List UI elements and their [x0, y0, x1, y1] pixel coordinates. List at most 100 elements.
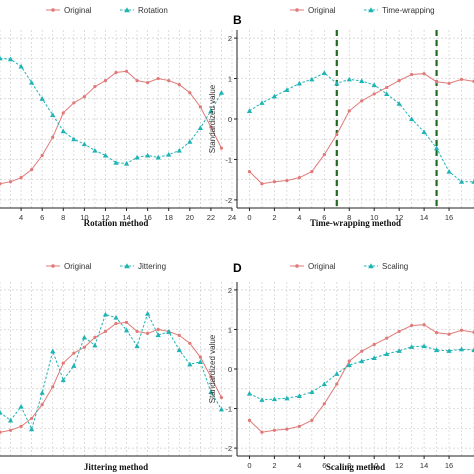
data-point [146, 331, 150, 336]
panel-letter: D [233, 261, 242, 275]
legend-marker [51, 8, 55, 12]
legend-marker [295, 264, 299, 268]
y-tick-label: 0 [228, 115, 232, 124]
data-point [218, 90, 225, 95]
data-point [471, 179, 474, 184]
legend-label: Original [308, 6, 336, 15]
legend: Original Jittering [46, 262, 166, 271]
data-point [0, 182, 2, 186]
data-point [114, 70, 118, 75]
data-point [322, 402, 326, 406]
data-point [166, 329, 172, 334]
data-point [208, 389, 214, 395]
x-tick-label: 4 [297, 213, 301, 222]
data-point [81, 334, 87, 340]
data-point [321, 70, 327, 75]
data-point [135, 78, 139, 83]
data-point [409, 344, 415, 349]
data-point [145, 152, 151, 158]
series-line-jittering [0, 312, 222, 431]
data-point [103, 78, 108, 83]
data-point [40, 153, 44, 158]
legend-marker [124, 7, 130, 13]
legend-label: Scaling [382, 262, 408, 271]
data-point [92, 147, 98, 153]
data-point [309, 389, 315, 395]
legend-marker [51, 264, 55, 268]
data-point [156, 76, 160, 81]
y-tick-label: -2 [225, 196, 232, 205]
data-point [260, 182, 264, 186]
y-tick-label: -2 [225, 444, 232, 453]
x-tick-label: 16 [143, 213, 151, 222]
data-point [0, 430, 2, 434]
data-point [384, 91, 390, 96]
data-point [310, 418, 314, 423]
data-point [0, 409, 3, 415]
legend-marker [124, 263, 130, 269]
data-point [50, 112, 56, 118]
x-tick-label: 8 [347, 213, 351, 222]
data-point [321, 381, 327, 387]
data-point [61, 111, 65, 115]
legend: Original Scaling [290, 262, 408, 271]
y-tick-label: 1 [228, 325, 232, 334]
data-point [359, 358, 365, 364]
data-point [372, 92, 376, 96]
data-point [29, 79, 35, 85]
data-point [447, 332, 451, 336]
data-point [209, 125, 213, 129]
data-point [155, 332, 161, 338]
x-tick-label: 4 [19, 213, 23, 222]
y-tick-label: -1 [225, 405, 232, 414]
x-axis-title: Time-wrapping method [310, 218, 401, 228]
data-point [19, 424, 23, 428]
data-point [334, 80, 340, 86]
x-tick-label: 16 [445, 461, 453, 470]
data-point [198, 355, 202, 359]
data-point [259, 397, 265, 402]
data-point [113, 160, 119, 165]
data-point [397, 329, 401, 334]
grid [236, 30, 474, 208]
data-point [176, 347, 182, 353]
series-line-original [0, 321, 222, 433]
data-point [30, 416, 34, 421]
data-point [421, 343, 427, 349]
data-point [397, 78, 401, 83]
x-tick-label: 18 [165, 213, 173, 222]
y-axis-title: Standardized value [208, 334, 217, 403]
data-point [346, 362, 352, 368]
legend: Original Rotation [46, 6, 168, 15]
data-point [335, 382, 339, 386]
data-point [396, 348, 402, 353]
data-point [197, 125, 203, 130]
data-point [219, 395, 224, 400]
data-point [360, 99, 364, 103]
x-axis-title: Scaling method [326, 462, 385, 472]
data-point [458, 346, 465, 352]
data-point [272, 428, 277, 432]
data-point [30, 167, 34, 172]
data-point [371, 355, 377, 361]
data-point [51, 135, 55, 139]
data-point [447, 81, 451, 85]
data-point [176, 147, 182, 153]
data-point [247, 418, 252, 423]
data-point [346, 76, 352, 82]
data-point [156, 327, 160, 332]
y-tick-label: 2 [228, 286, 232, 295]
data-point [40, 402, 44, 407]
grid [0, 282, 233, 456]
data-point [384, 351, 390, 357]
legend-label: Original [64, 6, 92, 15]
data-point [309, 76, 315, 82]
data-point [92, 342, 98, 348]
x-tick-label: 10 [80, 213, 88, 222]
y-tick-label: 1 [228, 75, 232, 84]
data-point [218, 406, 225, 412]
x-axis-title: Rotation method [84, 218, 149, 228]
data-point [177, 333, 181, 337]
